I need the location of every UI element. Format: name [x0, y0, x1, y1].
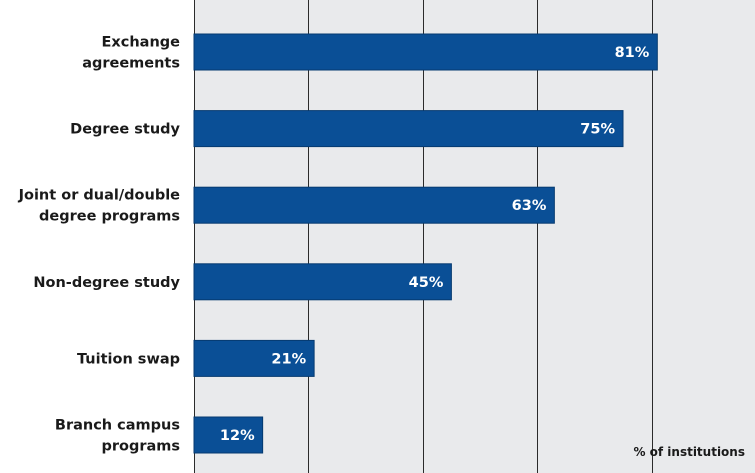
category-label: Branch campus [55, 418, 180, 434]
category-label: degree programs [39, 209, 180, 225]
category-label: programs [101, 439, 180, 455]
category-label: Degree study [70, 122, 180, 138]
bar [193, 186, 555, 224]
category-labels: Exchange agreements Degree study Joint or d… [18, 35, 181, 455]
bar [193, 339, 315, 377]
bar-value-label: 12% [220, 428, 255, 444]
category-label: agreements [82, 56, 180, 72]
bar [193, 110, 624, 148]
bar-value-label: 63% [512, 198, 547, 214]
bar [193, 416, 264, 454]
category-label: Non-degree study [33, 275, 180, 291]
bars: 81% 75% 63% 45% 21% 12% [193, 33, 658, 454]
category-label: Joint or dual/double [18, 188, 181, 204]
bar-value-label: 81% [615, 45, 650, 61]
x-axis-label: % of institutions [633, 445, 745, 459]
bar-value-label: 75% [580, 122, 615, 138]
bar-value-label: 45% [409, 275, 444, 291]
category-label: Tuition swap [77, 351, 180, 367]
bar-value-label: 21% [271, 351, 306, 367]
gridlines [194, 0, 653, 473]
plot-background [194, 0, 755, 473]
bar [193, 33, 658, 71]
bar [193, 263, 452, 301]
category-label: Exchange [102, 35, 181, 51]
